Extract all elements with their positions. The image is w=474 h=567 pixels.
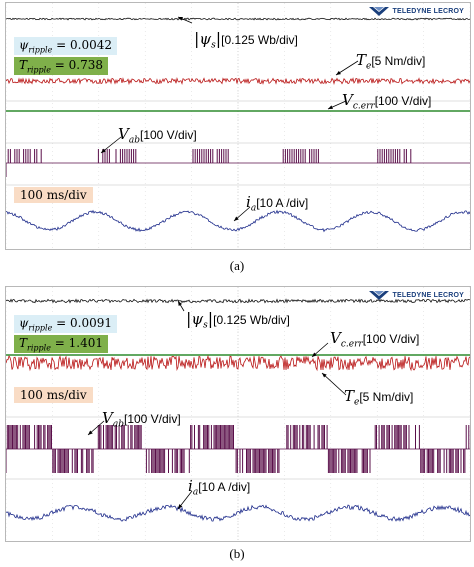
arrow-head-icon <box>234 216 239 221</box>
verr-label: Vc.err[100 V/div] <box>342 91 431 111</box>
brand-text: TELEDYNE LECROY <box>392 7 464 15</box>
vab-scale: [100 V/div] <box>139 128 197 142</box>
verr-scale: [100 V/div] <box>362 332 420 346</box>
arrow-head-icon <box>336 70 341 75</box>
psi-ripple-symbol: ψ <box>19 38 29 52</box>
t-ripple-value: = 0.738 <box>54 58 103 72</box>
verr-subscript: c.err <box>352 101 375 112</box>
caption-b: (b) <box>229 546 245 561</box>
current-trace <box>6 209 470 233</box>
oscilloscope-panel-a: TELEDYNE LECROY ψripple = 0.0042 Tripple… <box>5 2 471 250</box>
arrow-head-icon <box>312 352 317 357</box>
arrow-head-icon <box>178 504 183 509</box>
flux-trace <box>6 17 470 21</box>
vab-scale: [100 V/div] <box>123 412 181 426</box>
current-trace <box>6 504 470 522</box>
torque-trace <box>6 354 470 372</box>
torque-label: Te[5 Nm/div] <box>356 51 425 71</box>
current-label: ia[10 A /div] <box>246 193 308 213</box>
t-ripple-subscript: ripple <box>27 65 51 75</box>
psi-ripple-box: ψripple = 0.0042 <box>14 37 118 56</box>
t-ripple-box: Tripple = 0.738 <box>14 57 108 76</box>
psi-ripple-value: = 0.0042 <box>56 38 113 52</box>
flux-trace <box>6 298 470 304</box>
flux-label: |ψs|[0.125 Wb/div] <box>186 309 290 331</box>
verr-scale: [100 V/div] <box>374 94 432 108</box>
caption-a: (a) <box>229 258 245 273</box>
vab-trace <box>6 425 470 473</box>
arrow-head-icon <box>88 430 93 435</box>
vab-symbol: V <box>102 409 113 427</box>
torque-trace <box>6 77 470 86</box>
psi-ripple-value: = 0.0091 <box>56 316 113 330</box>
t-ripple-value: = 1.401 <box>54 336 103 350</box>
brand-logo: TELEDYNE LECROY <box>368 289 464 301</box>
torque-subscript: e <box>354 397 360 408</box>
verr-symbol: V <box>342 91 353 109</box>
waveform-area-a <box>6 3 470 249</box>
vab-subscript: ab <box>112 419 124 430</box>
torque-symbol: T <box>344 387 355 405</box>
flux-scale: [0.125 Wb/div] <box>213 313 290 327</box>
current-symbol: i <box>188 477 193 495</box>
flux-subscript: s <box>203 320 208 331</box>
psi-ripple-subscript: ripple <box>28 45 53 55</box>
vab-symbol: V <box>118 125 129 143</box>
t-ripple-symbol: T <box>19 336 28 350</box>
psi-ripple-box: ψripple = 0.0091 <box>14 315 118 334</box>
t-ripple-subscript: ripple <box>27 343 51 353</box>
torque-label: Te[5 Nm/div] <box>344 387 413 407</box>
arrow-head-icon <box>178 17 183 21</box>
verr-symbol: V <box>330 329 341 347</box>
vab-subscript: ab <box>128 135 140 146</box>
verr-subscript: c.err <box>340 339 363 350</box>
current-symbol: i <box>246 193 251 211</box>
flux-subscript: s <box>211 40 216 51</box>
flux-scale: [0.125 Wb/div] <box>221 33 298 47</box>
arrow-head-icon <box>322 373 327 378</box>
flux-label: |ψs|[0.125 Wb/div] <box>194 29 298 51</box>
oscilloscope-panel-b: TELEDYNE LECROY ψripple = 0.0091 Tripple… <box>5 286 471 542</box>
torque-subscript: e <box>366 61 372 72</box>
psi-ripple-subscript: ripple <box>28 323 53 333</box>
flux-symbol: ψ <box>191 310 204 328</box>
arrow-head-icon <box>328 105 333 109</box>
brand-logo: TELEDYNE LECROY <box>368 5 464 17</box>
vab-trace <box>6 149 412 177</box>
current-label: ia[10 A /div] <box>188 477 250 497</box>
psi-ripple-symbol: ψ <box>19 316 29 330</box>
teledyne-logo-icon <box>368 291 389 300</box>
timebase-label: 100 ms/div <box>14 387 93 403</box>
annotation-arrow <box>321 372 347 396</box>
current-scale: [10 A /div] <box>256 196 309 210</box>
timebase-label: 100 ms/div <box>14 187 93 203</box>
torque-scale: [5 Nm/div] <box>371 54 426 68</box>
flux-symbol: ψ <box>199 30 212 48</box>
torque-symbol: T <box>356 51 367 69</box>
current-scale: [10 A /div] <box>198 480 251 494</box>
vab-label: Vab[100 V/div] <box>118 125 197 145</box>
vab-label: Vab[100 V/div] <box>102 409 181 429</box>
teledyne-logo-icon <box>368 7 389 16</box>
t-ripple-symbol: T <box>19 58 28 72</box>
arrow-head-icon <box>101 148 106 153</box>
torque-scale: [5 Nm/div] <box>359 390 414 404</box>
current-subscript: a <box>250 203 257 214</box>
t-ripple-box: Tripple = 1.401 <box>14 335 108 354</box>
current-subscript: a <box>192 487 199 498</box>
waveform-area-b <box>6 287 470 541</box>
brand-text: TELEDYNE LECROY <box>392 291 464 299</box>
arrow-head-icon <box>178 301 183 306</box>
verr-label: Vc.err[100 V/div] <box>330 329 419 349</box>
